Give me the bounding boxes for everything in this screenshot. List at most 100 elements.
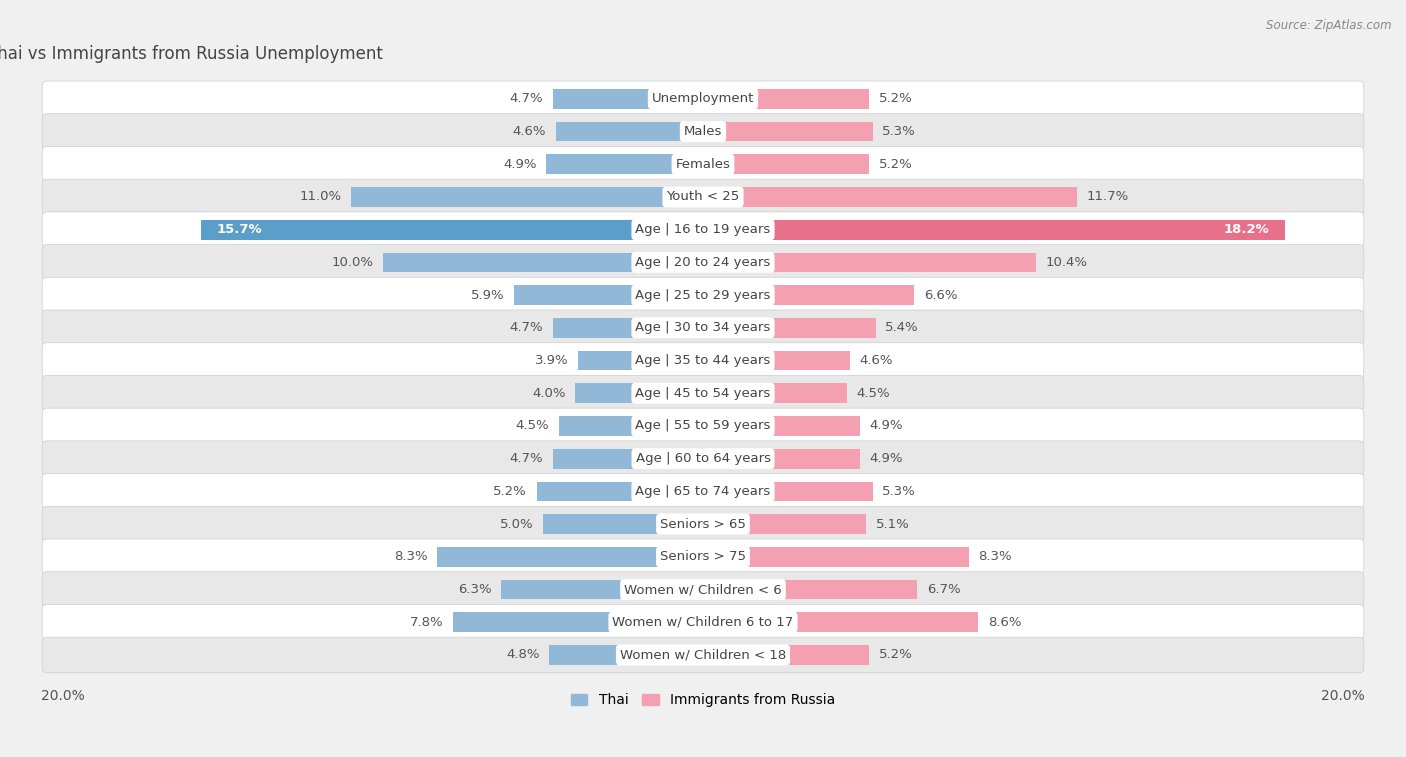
Text: 4.9%: 4.9% bbox=[503, 157, 537, 171]
FancyBboxPatch shape bbox=[42, 81, 1364, 117]
Text: Age | 25 to 29 years: Age | 25 to 29 years bbox=[636, 288, 770, 301]
Bar bbox=[703, 89, 869, 109]
Text: 4.7%: 4.7% bbox=[509, 321, 543, 335]
FancyBboxPatch shape bbox=[42, 212, 1364, 248]
Text: 5.3%: 5.3% bbox=[882, 485, 915, 498]
Bar bbox=[703, 416, 860, 436]
Text: Unemployment: Unemployment bbox=[652, 92, 754, 105]
Bar bbox=[515, 285, 703, 305]
FancyBboxPatch shape bbox=[42, 375, 1364, 411]
Bar bbox=[437, 547, 703, 567]
Text: 5.1%: 5.1% bbox=[876, 518, 910, 531]
Text: 5.9%: 5.9% bbox=[471, 288, 505, 301]
Text: 5.0%: 5.0% bbox=[499, 518, 533, 531]
FancyBboxPatch shape bbox=[42, 310, 1364, 346]
Text: 4.7%: 4.7% bbox=[509, 452, 543, 466]
Text: 6.6%: 6.6% bbox=[924, 288, 957, 301]
Text: 4.0%: 4.0% bbox=[531, 387, 565, 400]
FancyBboxPatch shape bbox=[42, 343, 1364, 378]
Text: Youth < 25: Youth < 25 bbox=[666, 191, 740, 204]
Bar bbox=[553, 318, 703, 338]
Text: 5.2%: 5.2% bbox=[879, 649, 912, 662]
Text: 5.2%: 5.2% bbox=[879, 92, 912, 105]
Text: 11.0%: 11.0% bbox=[299, 191, 342, 204]
Bar bbox=[201, 220, 703, 239]
Bar bbox=[703, 122, 873, 142]
Text: 4.7%: 4.7% bbox=[509, 92, 543, 105]
Text: Age | 60 to 64 years: Age | 60 to 64 years bbox=[636, 452, 770, 466]
Bar bbox=[703, 220, 1285, 239]
Text: 5.2%: 5.2% bbox=[879, 157, 912, 171]
FancyBboxPatch shape bbox=[42, 114, 1364, 149]
Bar bbox=[703, 449, 860, 469]
Text: 4.8%: 4.8% bbox=[506, 649, 540, 662]
FancyBboxPatch shape bbox=[42, 506, 1364, 542]
Text: 4.9%: 4.9% bbox=[869, 452, 903, 466]
Text: Age | 16 to 19 years: Age | 16 to 19 years bbox=[636, 223, 770, 236]
Text: 10.0%: 10.0% bbox=[332, 256, 374, 269]
Bar bbox=[703, 253, 1036, 273]
Bar bbox=[453, 612, 703, 632]
Bar bbox=[575, 384, 703, 403]
Text: 4.6%: 4.6% bbox=[513, 125, 546, 138]
Bar bbox=[543, 514, 703, 534]
Text: Age | 55 to 59 years: Age | 55 to 59 years bbox=[636, 419, 770, 432]
Bar bbox=[553, 449, 703, 469]
Text: Females: Females bbox=[675, 157, 731, 171]
Bar bbox=[703, 285, 914, 305]
Text: 4.6%: 4.6% bbox=[860, 354, 893, 367]
Text: Age | 30 to 34 years: Age | 30 to 34 years bbox=[636, 321, 770, 335]
Text: 3.9%: 3.9% bbox=[534, 354, 568, 367]
Bar bbox=[555, 122, 703, 142]
Bar bbox=[703, 547, 969, 567]
Text: Women w/ Children 6 to 17: Women w/ Children 6 to 17 bbox=[613, 615, 793, 629]
Text: 4.5%: 4.5% bbox=[516, 419, 550, 432]
Text: Women w/ Children < 18: Women w/ Children < 18 bbox=[620, 649, 786, 662]
Bar bbox=[537, 481, 703, 501]
Text: 11.7%: 11.7% bbox=[1087, 191, 1129, 204]
Text: 10.4%: 10.4% bbox=[1046, 256, 1087, 269]
FancyBboxPatch shape bbox=[42, 474, 1364, 509]
FancyBboxPatch shape bbox=[42, 408, 1364, 444]
Text: 6.7%: 6.7% bbox=[927, 583, 960, 596]
Bar bbox=[703, 318, 876, 338]
Legend: Thai, Immigrants from Russia: Thai, Immigrants from Russia bbox=[565, 688, 841, 713]
Text: 18.2%: 18.2% bbox=[1223, 223, 1270, 236]
Bar bbox=[352, 187, 703, 207]
Text: 15.7%: 15.7% bbox=[217, 223, 263, 236]
Text: 6.3%: 6.3% bbox=[458, 583, 492, 596]
Bar bbox=[546, 154, 703, 174]
Text: Age | 45 to 54 years: Age | 45 to 54 years bbox=[636, 387, 770, 400]
FancyBboxPatch shape bbox=[42, 572, 1364, 607]
Bar bbox=[703, 612, 979, 632]
Text: Seniors > 65: Seniors > 65 bbox=[659, 518, 747, 531]
FancyBboxPatch shape bbox=[42, 179, 1364, 215]
Text: Thai vs Immigrants from Russia Unemployment: Thai vs Immigrants from Russia Unemploym… bbox=[0, 45, 384, 64]
Text: Source: ZipAtlas.com: Source: ZipAtlas.com bbox=[1267, 19, 1392, 32]
Bar bbox=[703, 645, 869, 665]
Text: Women w/ Children < 6: Women w/ Children < 6 bbox=[624, 583, 782, 596]
Text: 4.5%: 4.5% bbox=[856, 387, 890, 400]
Bar bbox=[578, 350, 703, 370]
Text: Age | 20 to 24 years: Age | 20 to 24 years bbox=[636, 256, 770, 269]
Bar bbox=[703, 187, 1077, 207]
Text: Age | 35 to 44 years: Age | 35 to 44 years bbox=[636, 354, 770, 367]
Text: 8.3%: 8.3% bbox=[979, 550, 1012, 563]
Text: Males: Males bbox=[683, 125, 723, 138]
FancyBboxPatch shape bbox=[42, 637, 1364, 673]
Bar bbox=[703, 580, 917, 600]
Text: 5.4%: 5.4% bbox=[886, 321, 920, 335]
Text: Age | 65 to 74 years: Age | 65 to 74 years bbox=[636, 485, 770, 498]
Text: 8.3%: 8.3% bbox=[394, 550, 427, 563]
Bar bbox=[550, 645, 703, 665]
Text: Seniors > 75: Seniors > 75 bbox=[659, 550, 747, 563]
Text: 7.8%: 7.8% bbox=[411, 615, 444, 629]
Bar bbox=[703, 154, 869, 174]
Bar bbox=[703, 514, 866, 534]
Text: 5.2%: 5.2% bbox=[494, 485, 527, 498]
FancyBboxPatch shape bbox=[42, 441, 1364, 476]
Bar bbox=[560, 416, 703, 436]
Text: 5.3%: 5.3% bbox=[882, 125, 915, 138]
Text: 4.9%: 4.9% bbox=[869, 419, 903, 432]
Bar bbox=[703, 481, 873, 501]
